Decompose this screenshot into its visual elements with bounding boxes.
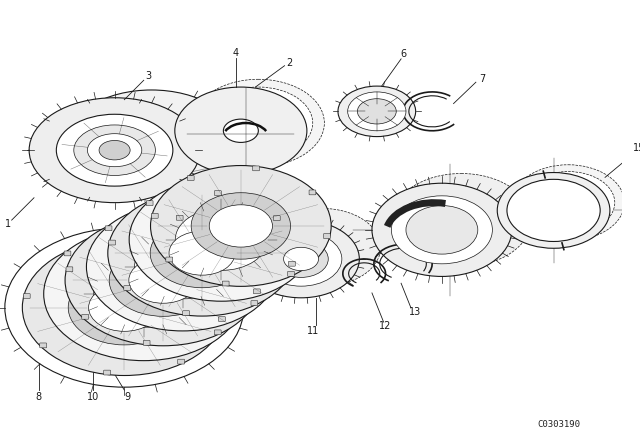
- Ellipse shape: [88, 134, 142, 167]
- Text: C0303190: C0303190: [538, 420, 580, 429]
- FancyBboxPatch shape: [273, 216, 280, 220]
- Ellipse shape: [204, 87, 313, 159]
- Ellipse shape: [274, 241, 328, 277]
- Ellipse shape: [44, 227, 244, 361]
- Ellipse shape: [93, 261, 194, 327]
- Ellipse shape: [406, 206, 478, 254]
- FancyBboxPatch shape: [251, 301, 258, 306]
- Ellipse shape: [65, 215, 261, 346]
- FancyBboxPatch shape: [309, 190, 316, 195]
- Ellipse shape: [392, 196, 492, 264]
- FancyBboxPatch shape: [253, 289, 260, 294]
- Ellipse shape: [129, 258, 198, 303]
- Text: 12: 12: [380, 321, 392, 331]
- Ellipse shape: [74, 125, 156, 176]
- Text: 2: 2: [286, 58, 292, 68]
- Ellipse shape: [150, 219, 254, 288]
- Bar: [184, 207, 198, 211]
- Text: 5: 5: [218, 197, 225, 207]
- Ellipse shape: [284, 247, 319, 271]
- FancyBboxPatch shape: [124, 286, 131, 291]
- FancyBboxPatch shape: [147, 201, 153, 206]
- FancyBboxPatch shape: [109, 240, 115, 245]
- FancyBboxPatch shape: [138, 240, 145, 245]
- Ellipse shape: [169, 231, 235, 275]
- Ellipse shape: [175, 209, 268, 271]
- FancyBboxPatch shape: [218, 317, 225, 321]
- Text: 15: 15: [633, 143, 640, 153]
- FancyBboxPatch shape: [64, 251, 71, 256]
- Ellipse shape: [209, 205, 273, 247]
- FancyBboxPatch shape: [176, 215, 183, 220]
- Ellipse shape: [192, 79, 324, 167]
- FancyBboxPatch shape: [287, 271, 294, 276]
- Text: 7: 7: [479, 74, 486, 84]
- FancyBboxPatch shape: [183, 311, 189, 316]
- Text: 13: 13: [408, 307, 421, 317]
- FancyBboxPatch shape: [178, 359, 184, 364]
- Text: 10: 10: [87, 392, 99, 402]
- FancyBboxPatch shape: [23, 293, 30, 298]
- Ellipse shape: [223, 119, 259, 142]
- FancyBboxPatch shape: [188, 176, 194, 181]
- Ellipse shape: [175, 87, 307, 174]
- FancyBboxPatch shape: [214, 191, 221, 195]
- FancyBboxPatch shape: [202, 267, 209, 272]
- FancyBboxPatch shape: [222, 281, 229, 286]
- Ellipse shape: [129, 178, 314, 301]
- FancyBboxPatch shape: [237, 241, 244, 246]
- Ellipse shape: [191, 193, 291, 259]
- Ellipse shape: [86, 202, 279, 331]
- Ellipse shape: [522, 172, 615, 234]
- Ellipse shape: [264, 208, 381, 286]
- Ellipse shape: [512, 165, 625, 241]
- Ellipse shape: [109, 244, 217, 316]
- Ellipse shape: [134, 235, 230, 299]
- Ellipse shape: [108, 190, 296, 316]
- FancyBboxPatch shape: [166, 257, 173, 262]
- Ellipse shape: [243, 220, 359, 298]
- FancyBboxPatch shape: [289, 261, 295, 266]
- Text: 9: 9: [124, 392, 131, 402]
- Text: 1: 1: [4, 219, 11, 229]
- FancyBboxPatch shape: [66, 267, 73, 272]
- Text: 14: 14: [549, 176, 562, 186]
- Ellipse shape: [22, 240, 227, 375]
- Ellipse shape: [56, 114, 173, 186]
- FancyBboxPatch shape: [82, 314, 88, 319]
- Text: 4: 4: [233, 48, 239, 58]
- FancyBboxPatch shape: [143, 340, 150, 345]
- Ellipse shape: [507, 179, 600, 241]
- Ellipse shape: [372, 183, 512, 276]
- Ellipse shape: [150, 165, 331, 286]
- Ellipse shape: [29, 98, 200, 202]
- Ellipse shape: [260, 232, 342, 286]
- FancyBboxPatch shape: [40, 343, 47, 348]
- Ellipse shape: [99, 141, 130, 160]
- Text: 8: 8: [36, 392, 42, 402]
- FancyBboxPatch shape: [253, 166, 259, 171]
- Ellipse shape: [497, 172, 610, 248]
- Ellipse shape: [338, 86, 415, 137]
- Text: 3: 3: [145, 71, 152, 82]
- Ellipse shape: [357, 99, 396, 124]
- Ellipse shape: [68, 270, 180, 345]
- FancyBboxPatch shape: [152, 213, 158, 218]
- Text: 11: 11: [307, 326, 319, 336]
- Ellipse shape: [88, 284, 160, 332]
- Text: 6: 6: [400, 49, 406, 59]
- FancyBboxPatch shape: [105, 226, 112, 231]
- FancyBboxPatch shape: [214, 330, 221, 335]
- Ellipse shape: [66, 90, 237, 195]
- Ellipse shape: [348, 92, 406, 131]
- FancyBboxPatch shape: [104, 370, 111, 375]
- Ellipse shape: [392, 173, 531, 267]
- FancyBboxPatch shape: [324, 234, 330, 238]
